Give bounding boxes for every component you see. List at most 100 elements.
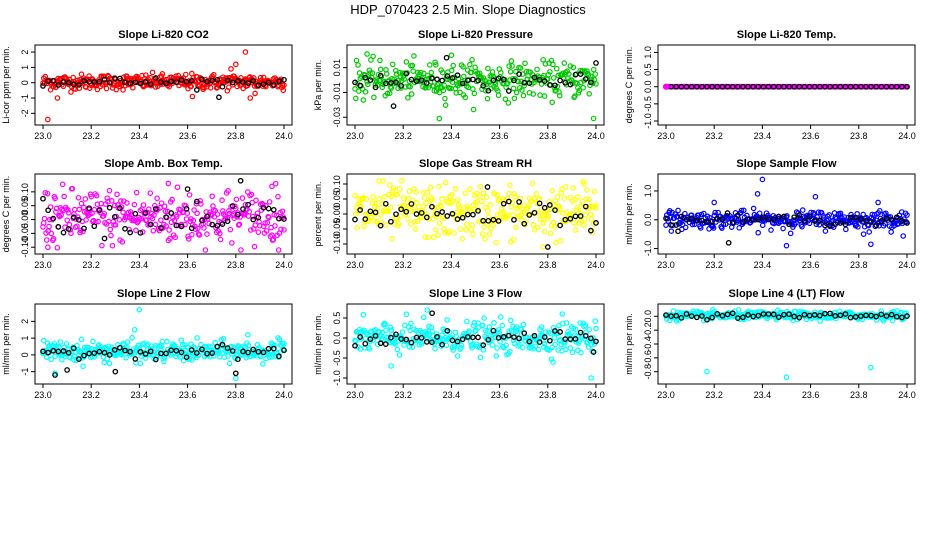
data-point-black [791,214,798,221]
data-point [352,211,359,217]
data-point [575,84,581,91]
data-point [522,60,528,67]
data-point-black [255,348,262,355]
data-point-black [484,184,491,190]
x-tick-label: 23.4 [754,131,772,141]
data-point [484,95,491,102]
y-tick-label: 2 [20,50,30,55]
data-point [376,178,382,184]
x-tick-label: 23.4 [443,390,461,400]
data-point [467,61,473,68]
data-point [64,217,70,224]
plot-frame [657,44,916,126]
data-point-black [822,222,828,229]
data-point-black [806,83,813,90]
data-point [197,197,203,204]
data-point [470,106,477,113]
data-point [191,207,197,213]
data-point [399,177,405,184]
data-point [166,227,172,233]
data-point [275,247,282,253]
x-tick-label: 23.0 [34,131,52,141]
data-point [662,83,670,90]
data-point-black [106,352,113,358]
data-point [441,82,447,89]
data-point [68,230,74,237]
data-point [509,63,515,69]
data-point [398,213,404,219]
data-point-black [403,70,410,77]
data-point [152,221,159,228]
data-point [553,65,560,72]
data-point-black [147,348,154,355]
data-point-black [240,348,246,355]
data-point [535,224,541,231]
data-point [352,95,359,102]
data-point [561,195,568,201]
data-point [71,206,78,213]
data-point [550,61,556,68]
data-point [140,202,147,208]
data-point-black [173,222,180,229]
data-point [63,340,70,347]
data-point [550,324,557,331]
data-point-black [96,207,103,213]
data-point [403,59,410,65]
data-point-black [541,78,548,84]
data-point [207,85,214,91]
data-point [457,89,463,96]
data-point-black [577,213,584,219]
data-point [408,91,415,97]
data-point [80,204,87,211]
data-point [559,186,565,192]
data-point-black [188,225,195,232]
x-tick-label: 23.8 [227,260,245,270]
data-point [365,331,371,338]
data-point [454,353,461,359]
data-point-black [127,348,134,355]
data-point [124,339,131,345]
data-point-black [168,347,175,354]
data-point [593,81,599,87]
data-point [272,342,278,349]
data-point-black [372,209,379,216]
data-point-black [382,80,389,87]
data-point-black [112,368,119,375]
data-point [530,221,537,228]
data-point [111,202,118,209]
chart-panel-7: Slope Line 2 Flow ml/min per min. -1 0 1 2 23.… [1,288,293,400]
data-point-black [444,73,451,79]
data-point [448,67,455,74]
data-point [118,198,124,204]
data-point [493,239,500,246]
data-point-black [541,334,548,340]
data-point-black [372,84,379,91]
data-point [388,363,394,369]
data-point [145,206,152,212]
x-tick-label: 23.0 [34,390,52,400]
data-point-black [434,210,440,217]
data-point-black [188,77,195,84]
data-point-black [204,350,210,357]
data-point-black [755,312,762,319]
data-point [799,223,805,230]
y-tick-label: 2 [20,319,30,324]
x-tick-label: 23.0 [346,131,364,141]
data-point-black [117,344,123,351]
data-point [459,235,466,242]
chart-title: Slope Gas Stream RH [419,158,532,170]
data-point-black [745,312,751,318]
data-point [379,84,385,91]
data-point [449,198,456,205]
y-tick-label: 0.0 [643,80,653,93]
data-point [432,59,438,66]
x-tick-label: 24.0 [275,131,293,141]
data-point-black [593,338,599,345]
data-point [229,240,235,246]
data-point-black [188,347,195,353]
data-point [571,220,577,226]
data-point [210,71,217,78]
data-point-black [352,79,358,86]
data-point-black [132,79,139,86]
data-point [439,69,446,76]
